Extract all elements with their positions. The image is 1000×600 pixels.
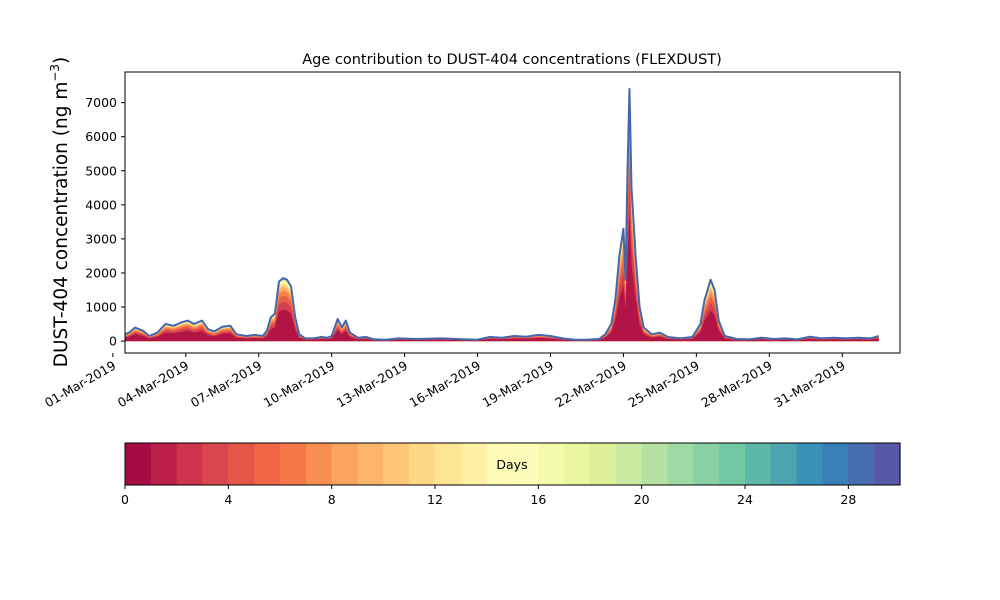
colorbar-swatch [357,443,384,485]
y-axis-label-close: ) [51,57,72,64]
y-axis-label-text: DUST-404 concentration (ng m [51,82,72,368]
x-tick-label: 31-Mar-2019 [771,358,847,411]
colorbar-tick-label: 24 [737,492,753,507]
age-series-layer [125,89,879,342]
colorbar-swatch [228,443,255,485]
age-band-area [125,106,879,342]
colorbar-swatch [486,443,514,485]
colorbar-swatch [125,443,152,485]
colorbar-swatch [667,443,694,485]
y-tick-label: 7000 [85,95,117,110]
total-concentration-line [125,88,879,341]
colorbar-swatch [848,443,875,485]
y-tick-label: 0 [109,334,117,349]
colorbar-swatch [693,443,720,485]
colorbar-swatch [280,443,307,485]
y-tick-label: 2000 [85,265,117,280]
plot-frame [124,71,901,354]
age-band-area [125,95,879,342]
colorbar-swatch [745,443,772,485]
y-tick-label: 4000 [85,197,117,212]
age-band-area [125,114,879,342]
colorbar-swatch [254,443,281,485]
chart-title: Age contribution to DUST-404 concentrati… [302,52,722,68]
colorbar-label: Days [496,457,527,472]
colorbar-tick-label: 0 [121,492,129,507]
colorbar-tick-label: 4 [224,492,232,507]
colorbar-swatch [409,443,436,485]
age-band-area [125,215,879,342]
colorbar-swatch [615,443,643,485]
colorbar-swatch [538,443,565,485]
colorbar-tick-label: 20 [634,492,650,507]
colorbar-swatch [176,443,204,485]
colorbar-tick-label: 12 [427,492,443,507]
age-band-area [125,184,879,342]
colorbar-swatch [590,443,617,485]
age-band-area [125,92,879,342]
colorbar-swatch [435,443,462,485]
colorbar-tick-label: 8 [328,492,336,507]
colorbar-swatch [822,443,849,485]
age-colorbar [125,443,901,485]
colorbar-swatch [460,443,488,485]
y-axis-label: DUST-404 concentration (ng m−3) [48,57,72,368]
colorbar-tick-label: 28 [840,492,856,507]
age-band-area [125,139,879,342]
age-band-area [125,124,879,342]
age-band-area [125,89,879,342]
x-axis: 01-Mar-201904-Mar-201907-Mar-201910-Mar-… [42,353,848,410]
x-tick-label: 25-Mar-2019 [625,358,701,411]
colorbar-swatch [150,443,178,485]
svg-text:DUST-404 concentration (ng m−3: DUST-404 concentration (ng m−3) [48,57,72,368]
y-tick-label: 6000 [85,129,117,144]
colorbar-swatch [305,443,333,485]
x-tick-label: 28-Mar-2019 [698,358,774,411]
x-tick-label: 16-Mar-2019 [407,358,483,411]
age-band-area [125,91,879,342]
x-tick-label: 22-Mar-2019 [553,358,629,411]
age-band-area [125,101,879,342]
age-band-area [125,97,879,342]
colorbar-swatch [796,443,824,485]
x-tick-label: 19-Mar-2019 [480,358,556,411]
x-tick-label: 07-Mar-2019 [188,358,264,411]
y-axis: 0 1000 2000 3000 4000 5000 6000 7000 [85,95,125,349]
colorbar-swatch [512,443,539,485]
colorbar-swatch [202,443,229,485]
age-band-area [125,90,879,342]
colorbar-axis: 0 4 8 12 16 20 24 28 [121,485,856,507]
colorbar-swatch [331,443,359,485]
colorbar-swatch [770,443,798,485]
x-tick-label: 04-Mar-2019 [115,358,191,411]
colorbar-tick-label: 16 [530,492,546,507]
y-tick-label: 3000 [85,231,117,246]
colorbar-swatch [874,443,901,485]
colorbar-swatch [564,443,591,485]
colorbar-swatch [383,443,410,485]
y-tick-label: 1000 [85,300,117,315]
y-tick-label: 5000 [85,163,117,178]
age-band-area [125,159,879,342]
age-band-area [125,89,879,342]
colorbar-swatch [641,443,669,485]
colorbar-frame [124,442,901,486]
colorbar-swatch [719,443,746,485]
x-tick-label: 10-Mar-2019 [261,358,337,411]
y-axis-label-sup: −3 [48,64,62,82]
x-tick-label: 13-Mar-2019 [334,358,410,411]
